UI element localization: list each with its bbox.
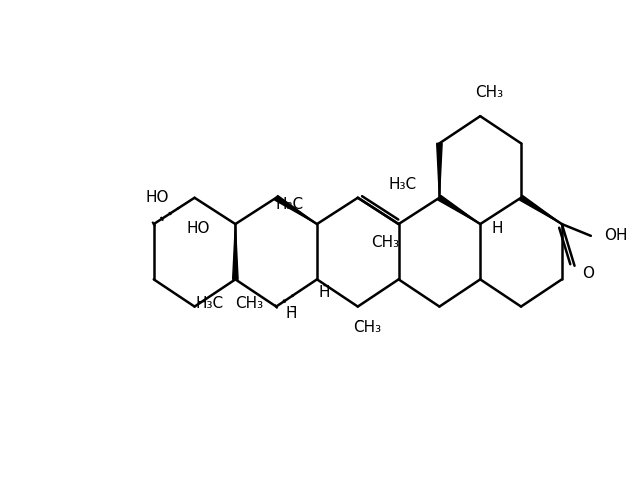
Text: H₃C: H₃C <box>275 197 303 212</box>
Text: C̄H₃: C̄H₃ <box>353 320 381 335</box>
Polygon shape <box>520 196 562 224</box>
Text: HO: HO <box>186 221 210 236</box>
Text: O: O <box>582 265 594 281</box>
Polygon shape <box>436 143 442 198</box>
Text: CH₃: CH₃ <box>371 235 399 250</box>
Polygon shape <box>233 224 238 279</box>
Text: H̄: H̄ <box>285 306 297 321</box>
Text: H: H <box>491 221 502 236</box>
Text: OH: OH <box>604 228 628 244</box>
Text: H₃C: H₃C <box>196 296 224 311</box>
Text: CH₃: CH₃ <box>235 296 263 311</box>
Text: H₃C: H₃C <box>388 177 417 192</box>
Polygon shape <box>438 196 480 224</box>
Polygon shape <box>275 196 317 224</box>
Text: CH₃: CH₃ <box>476 85 503 100</box>
Text: H̄: H̄ <box>319 285 330 301</box>
Text: HO: HO <box>146 190 169 205</box>
